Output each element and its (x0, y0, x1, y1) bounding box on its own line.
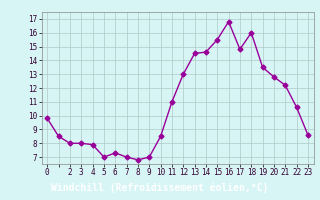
Text: Windchill (Refroidissement éolien,°C): Windchill (Refroidissement éolien,°C) (51, 183, 269, 193)
